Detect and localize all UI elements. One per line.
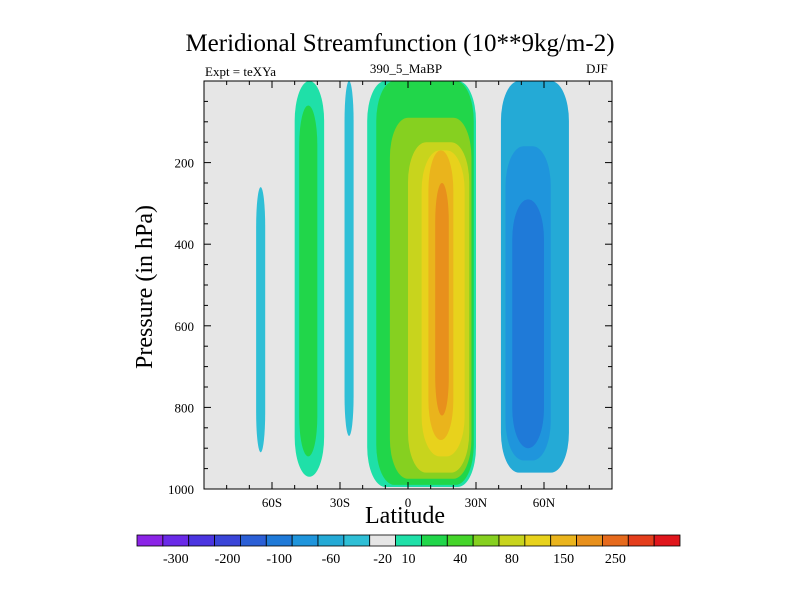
colorbar-label: 250 bbox=[605, 552, 626, 567]
season-label: DJF bbox=[586, 61, 608, 76]
colorbar-label: 150 bbox=[553, 552, 574, 567]
colorbar-swatch bbox=[498, 534, 526, 547]
contour-region--20 bbox=[344, 81, 354, 436]
colorbar-swatch bbox=[317, 534, 345, 547]
contour-region-40 bbox=[299, 105, 318, 457]
colorbar-swatch bbox=[343, 534, 371, 547]
x-tick-label: 60S bbox=[262, 495, 282, 510]
colorbar-label: -60 bbox=[322, 552, 341, 567]
colorbar-swatch bbox=[550, 534, 577, 547]
colorbar-swatch bbox=[162, 534, 190, 547]
x-tick-label: 60N bbox=[533, 495, 556, 510]
colorbar-swatch bbox=[627, 534, 655, 547]
y-tick-label: 800 bbox=[175, 400, 195, 415]
colorbar-swatch bbox=[524, 534, 552, 547]
colorbar-label: -200 bbox=[215, 552, 241, 567]
colorbar-swatch bbox=[576, 534, 603, 547]
run-label: 390_5_MaBP bbox=[369, 61, 443, 76]
contour-region--100 bbox=[512, 199, 544, 449]
colorbar-label: -20 bbox=[373, 552, 392, 567]
chart-title: Meridional Streamfunction (10**9kg/m-2) bbox=[185, 30, 615, 57]
contour-region--20 bbox=[256, 187, 266, 453]
colorbar-label: 40 bbox=[453, 552, 467, 567]
colorbar-swatch bbox=[369, 534, 396, 547]
colorbar-swatch bbox=[291, 534, 319, 547]
colorbar-label: 80 bbox=[505, 552, 519, 567]
colorbar-swatch bbox=[653, 534, 681, 547]
x-tick-label: 30S bbox=[330, 495, 350, 510]
contour-regions bbox=[256, 81, 569, 487]
colorbar-label: -300 bbox=[163, 552, 189, 567]
colorbar-swatch bbox=[265, 534, 293, 547]
colorbar-swatch bbox=[446, 534, 474, 547]
contour-region-250 bbox=[435, 183, 449, 416]
x-tick-label: 0 bbox=[405, 495, 412, 510]
colorbar-swatch bbox=[240, 534, 267, 547]
colorbar-label: 10 bbox=[402, 552, 416, 567]
x-tick-label: 30N bbox=[465, 495, 488, 510]
colorbar-swatch bbox=[421, 534, 448, 547]
x-axis-label: Latitude bbox=[365, 503, 445, 529]
y-tick-label: 200 bbox=[175, 156, 195, 171]
colorbar-swatch bbox=[395, 534, 422, 547]
colorbar-swatch bbox=[602, 534, 629, 547]
y-tick-label: 600 bbox=[175, 319, 195, 334]
colorbar-swatch bbox=[136, 534, 164, 547]
colorbar-swatch bbox=[188, 534, 215, 547]
colorbar-swatch bbox=[472, 534, 500, 547]
y-tick-label: 400 bbox=[175, 237, 195, 252]
y-tick-label: 1000 bbox=[168, 482, 194, 497]
colorbar-label: -100 bbox=[266, 552, 292, 567]
experiment-label: Expt = teXYa bbox=[205, 64, 277, 79]
colorbar-swatch bbox=[214, 534, 241, 547]
